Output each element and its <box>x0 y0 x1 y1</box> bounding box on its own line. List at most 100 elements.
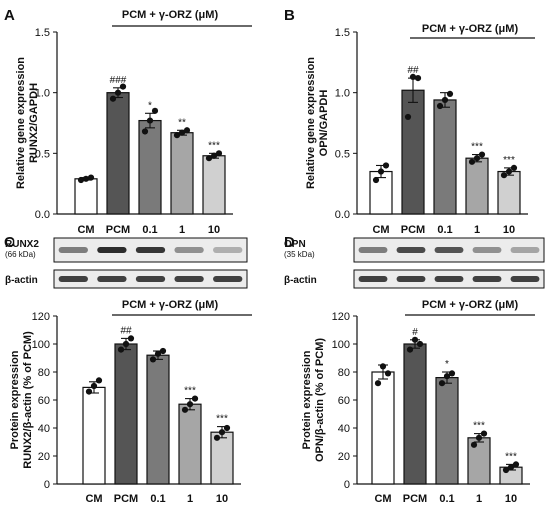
blot-band-actin <box>434 276 464 282</box>
data-point <box>159 347 167 355</box>
data-point <box>411 336 419 343</box>
data-point <box>183 127 191 134</box>
y-tick-label: 0.0 <box>35 209 50 221</box>
data-point <box>507 464 515 471</box>
data-point <box>114 89 122 96</box>
data-point <box>151 107 159 114</box>
data-point <box>87 174 95 181</box>
group-label: PCM + γ-ORZ (μM) <box>422 299 519 311</box>
y-tick-label: 1.0 <box>335 88 350 100</box>
y-tick-label: 100 <box>32 339 50 351</box>
data-point <box>473 155 481 162</box>
significance-label: *** <box>208 140 220 151</box>
category-label: 10 <box>216 493 228 505</box>
y-tick-label: 120 <box>32 311 50 323</box>
panel-b: B PCM + γ-ORZ (μM) 0.0 0.5 1.0 1.5 Relative ge… <box>284 7 535 236</box>
y-tick-label: 0 <box>344 479 350 491</box>
category-label: 1 <box>476 493 482 505</box>
significance-label: * <box>445 359 449 370</box>
category-label: PCM <box>401 224 425 236</box>
y-axis-label: OPN/β-actin (% of PCM) <box>314 338 326 462</box>
y-axis-label: RUNX2/GAPDH <box>28 83 40 163</box>
y-tick-label: 0.5 <box>335 148 350 160</box>
data-point <box>85 388 93 395</box>
significance-label: *** <box>473 421 485 432</box>
data-point <box>215 150 223 157</box>
significance-label: *** <box>503 155 515 166</box>
y-tick-label: 100 <box>332 339 350 351</box>
data-point <box>505 168 513 175</box>
y-tick-label: 40 <box>38 423 50 435</box>
data-point <box>205 155 213 162</box>
data-point <box>181 406 189 413</box>
blot-band-actin <box>472 276 502 282</box>
significance-label: ** <box>178 117 186 128</box>
blot-band <box>472 247 502 253</box>
y-tick-label: 60 <box>38 395 50 407</box>
category-label: 10 <box>503 224 515 236</box>
bar-1 <box>178 403 202 485</box>
data-point <box>441 96 449 104</box>
data-point <box>446 90 454 97</box>
data-point <box>379 363 387 370</box>
data-point <box>223 424 231 432</box>
blot-band <box>213 247 243 253</box>
significance-label: * <box>148 100 152 111</box>
blot-band-actin <box>135 276 166 282</box>
data-point <box>510 164 518 171</box>
category-label: 0.1 <box>150 493 165 505</box>
category-label: PCM <box>114 493 138 505</box>
data-point <box>90 382 98 390</box>
data-point <box>478 151 486 158</box>
data-point <box>149 356 157 363</box>
panel-c: C PCM + γ-ORZ (μM) 0 20 40 60 80 100 120 Protein … <box>4 234 252 505</box>
significance-label: ## <box>407 65 419 76</box>
category-label: PCM <box>403 493 427 505</box>
significance-label: *** <box>505 451 517 462</box>
data-point <box>77 176 85 184</box>
y-tick-label: 0.0 <box>335 209 350 221</box>
bar-pcm <box>106 92 130 215</box>
bar-0-1 <box>435 377 459 485</box>
data-point <box>448 370 456 377</box>
blot-band-actin <box>97 276 127 282</box>
y-axis-label: Relative gene expression <box>15 57 27 189</box>
data-point <box>502 466 510 474</box>
data-point <box>122 340 130 348</box>
y-tick-label: 0 <box>44 479 50 491</box>
data-point <box>154 350 162 357</box>
bar-cm <box>74 178 98 215</box>
y-axis-label: Relative gene expression <box>305 57 317 189</box>
data-point <box>178 129 186 136</box>
bar-1 <box>465 157 489 215</box>
y-tick-label: 40 <box>338 423 350 435</box>
data-point <box>191 395 199 402</box>
data-point <box>409 73 417 80</box>
blot-band-actin <box>174 276 204 282</box>
significance-label: *** <box>471 142 483 153</box>
y-tick-label: 1.5 <box>335 27 350 39</box>
data-point <box>436 102 444 110</box>
category-label: CM <box>374 493 391 505</box>
data-point <box>500 172 508 179</box>
data-point <box>512 461 520 468</box>
blot-band <box>396 247 426 253</box>
panel-letter: A <box>4 7 15 24</box>
group-label: PCM + γ-ORZ (μM) <box>122 299 219 311</box>
bar-pcm <box>401 89 425 215</box>
panel-letter: C <box>4 234 15 251</box>
data-point <box>382 162 390 169</box>
category-label: 10 <box>505 493 517 505</box>
category-label: 1 <box>179 224 185 236</box>
data-point <box>475 434 483 441</box>
data-point <box>480 430 488 437</box>
panel-letter: B <box>284 7 295 24</box>
blot-kda-label: (66 kDa) <box>5 250 36 259</box>
data-point <box>443 373 451 380</box>
data-point <box>438 380 446 387</box>
blot-band <box>135 247 166 253</box>
blot-protein-label: OPN <box>284 239 306 250</box>
data-point <box>377 168 385 175</box>
data-point <box>372 176 380 184</box>
y-tick-label: 20 <box>338 451 350 463</box>
